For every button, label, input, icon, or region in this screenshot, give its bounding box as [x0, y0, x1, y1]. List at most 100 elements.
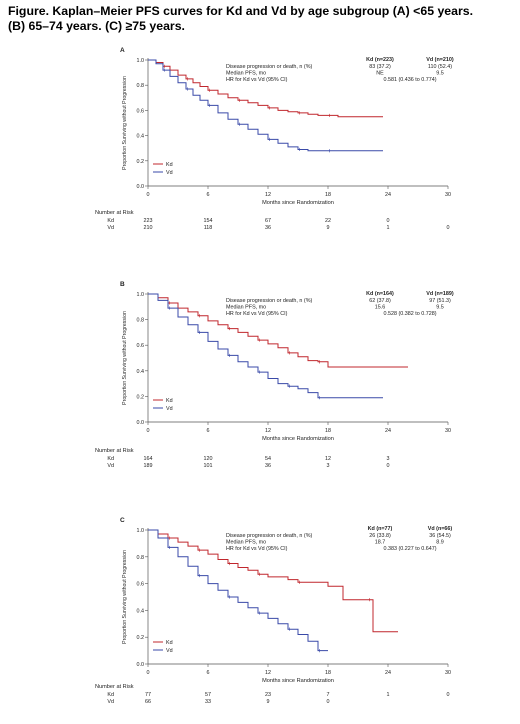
risk-count: 77: [145, 692, 151, 698]
stats-value-kd: 18.7: [375, 540, 386, 546]
stats-value-kd: 62 (37.8): [369, 298, 391, 304]
legend-label-vd: Vd: [166, 648, 173, 654]
stats-row-label: HR for Kd vs Vd (95% CI): [226, 311, 288, 317]
y-tick-label: 0.2: [137, 635, 145, 641]
x-tick-label: 12: [265, 428, 271, 434]
stats-value-vd: 97 (51.3): [429, 298, 451, 304]
risk-table-title: Number at Risk: [95, 684, 134, 690]
risk-count: 33: [205, 699, 211, 705]
risk-count: 36: [265, 463, 271, 469]
x-tick-label: 12: [265, 192, 271, 198]
stats-row-label: HR for Kd vs Vd (95% CI): [226, 77, 288, 83]
risk-row-name: Kd: [107, 692, 114, 698]
risk-count: 120: [204, 456, 213, 462]
risk-count: 9: [327, 225, 330, 231]
risk-row-name: Vd: [107, 699, 114, 705]
risk-count: 36: [265, 225, 271, 231]
legend-label-vd: Vd: [166, 170, 173, 176]
x-tick-label: 0: [147, 428, 150, 434]
risk-row-name: Vd: [107, 463, 114, 469]
risk-count: 0: [387, 218, 390, 224]
y-tick-label: 0.8: [137, 83, 145, 89]
y-tick-label: 0.2: [137, 159, 145, 165]
risk-count: 1: [387, 692, 390, 698]
x-tick-label: 18: [325, 428, 331, 434]
risk-count: 1: [387, 225, 390, 231]
risk-count: 23: [265, 692, 271, 698]
y-tick-label: 0.0: [137, 662, 145, 668]
x-axis-label: Months since Randomization: [262, 436, 334, 442]
x-tick-label: 0: [147, 670, 150, 676]
risk-count: 54: [265, 456, 271, 462]
stats-value-kd: NE: [376, 71, 384, 77]
legend-label-kd: Kd: [166, 162, 173, 168]
y-tick-label: 0.6: [137, 343, 145, 349]
y-tick-label: 0.0: [137, 420, 145, 426]
km-curve-vd: [148, 529, 328, 652]
y-tick-label: 0.4: [137, 369, 145, 375]
km-curve-kd: [148, 529, 398, 633]
stats-header-vd: Vd (n=66): [428, 526, 453, 532]
legend-label-kd: Kd: [166, 640, 173, 646]
risk-count: 189: [144, 463, 153, 469]
risk-count: 210: [144, 225, 153, 231]
x-tick-label: 30: [445, 192, 451, 198]
stats-value-kd: 15.6: [375, 305, 386, 311]
risk-count: 154: [204, 218, 213, 224]
risk-count: 0: [327, 699, 330, 705]
x-tick-label: 24: [385, 192, 391, 198]
x-tick-label: 24: [385, 428, 391, 434]
risk-count: 57: [205, 692, 211, 698]
x-axis-label: Months since Randomization: [262, 200, 334, 206]
risk-count: 3: [327, 463, 330, 469]
risk-count: 0: [387, 463, 390, 469]
x-tick-label: 30: [445, 428, 451, 434]
risk-count: 118: [204, 225, 213, 231]
stats-header-kd: Kd (n=164): [366, 291, 394, 297]
y-axis-label: Proportion Surviving without Progression: [122, 311, 128, 405]
x-tick-label: 18: [325, 670, 331, 676]
risk-count: 0: [447, 225, 450, 231]
risk-count: 9: [267, 699, 270, 705]
panel-label: A: [120, 47, 125, 54]
panel-label: B: [120, 281, 125, 288]
y-tick-label: 0.4: [137, 134, 145, 140]
x-tick-label: 30: [445, 670, 451, 676]
risk-count: 7: [327, 692, 330, 698]
x-axis-label: Months since Randomization: [262, 678, 334, 684]
km-panel-c: C 0.0 0.2 0.4 0.6 0.8 1.0 0 6 12 18 24 30 Months sinc…: [95, 517, 453, 705]
risk-row-name: Vd: [107, 225, 114, 231]
panel-label: C: [120, 517, 125, 524]
y-tick-label: 0.8: [137, 318, 145, 324]
stats-row-label: Median PFS, mo: [226, 71, 266, 77]
stats-value-vd: 9.5: [436, 305, 444, 311]
risk-count: 12: [325, 456, 331, 462]
figure-title-line-2: (B) 65–74 years. (C) ≥75 years.: [8, 19, 185, 33]
y-tick-label: 0.2: [137, 394, 145, 400]
stats-value-hr: 0.581 (0.436 to 0.774): [383, 77, 436, 83]
x-tick-label: 6: [207, 670, 210, 676]
stats-header-kd: Kd (n=77): [368, 526, 393, 532]
risk-row-name: Kd: [107, 456, 114, 462]
risk-count: 101: [204, 463, 213, 469]
stats-row-label: Median PFS, mo: [226, 540, 266, 546]
stats-row-label: Disease progression or death, n (%): [226, 533, 312, 539]
km-curve-kd: [148, 59, 383, 118]
stats-header-vd: Vd (n=189): [426, 291, 454, 297]
km-curve-vd: [148, 293, 383, 399]
x-tick-label: 6: [207, 192, 210, 198]
figure-title-line-1: Figure. Kaplan–Meier PFS curves for Kd a…: [8, 4, 474, 18]
x-tick-label: 6: [207, 428, 210, 434]
legend-label-kd: Kd: [166, 398, 173, 404]
x-tick-label: 18: [325, 192, 331, 198]
y-tick-label: 1.0: [137, 58, 145, 64]
risk-count: 0: [447, 692, 450, 698]
stats-value-kd: 83 (37.2): [369, 64, 391, 70]
risk-count: 3: [387, 456, 390, 462]
risk-table-title: Number at Risk: [95, 210, 134, 216]
stats-value-vd: 36 (54.5): [429, 533, 451, 539]
stats-row-label: Disease progression or death, n (%): [226, 298, 312, 304]
y-tick-label: 0.4: [137, 608, 145, 614]
km-panel-a: A 0.0 0.2 0.4 0.6 0.8 1.0 0 6 12 18 24 30 Months sinc…: [95, 47, 454, 231]
